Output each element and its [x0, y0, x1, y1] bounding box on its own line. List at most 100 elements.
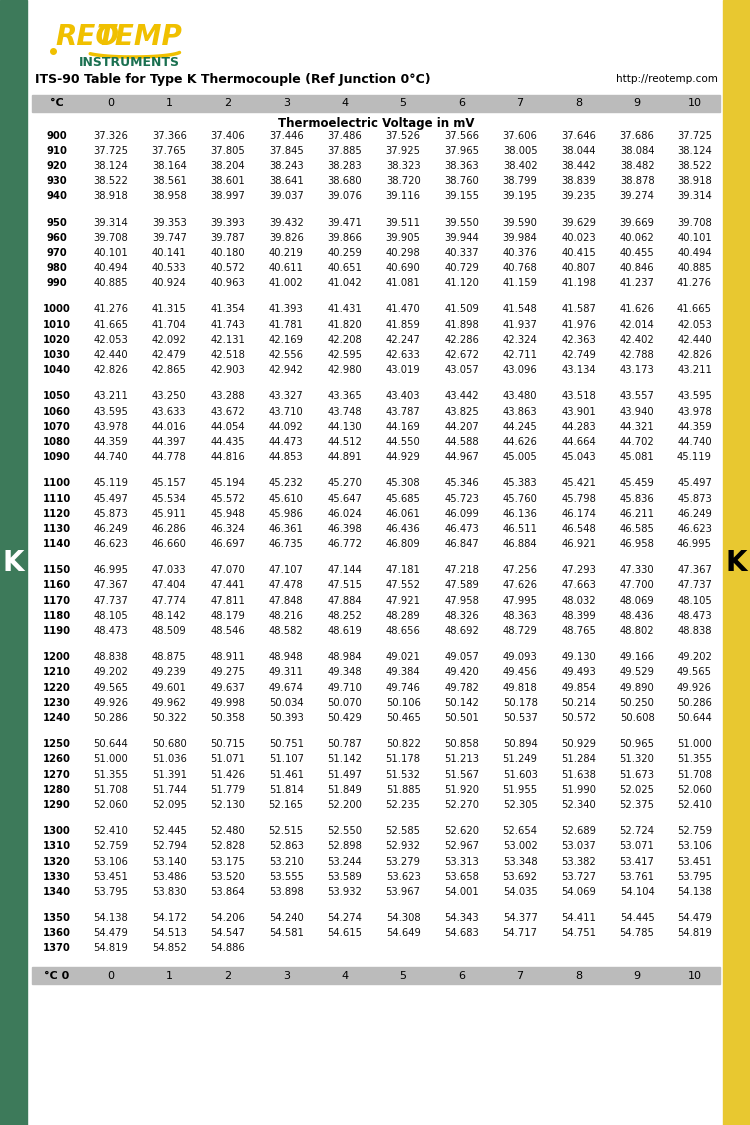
Text: 38.760: 38.760 [444, 177, 479, 186]
Text: 50.894: 50.894 [503, 739, 538, 749]
Text: 42.788: 42.788 [620, 350, 655, 360]
Text: 44.435: 44.435 [211, 436, 245, 447]
Text: 42.518: 42.518 [210, 350, 245, 360]
Text: 49.890: 49.890 [620, 683, 655, 693]
Text: 45.194: 45.194 [210, 478, 245, 488]
Text: 39.629: 39.629 [561, 217, 596, 227]
Text: 49.674: 49.674 [268, 683, 304, 693]
Text: 9: 9 [634, 99, 640, 108]
Text: 43.710: 43.710 [268, 406, 304, 416]
Text: 51.920: 51.920 [444, 785, 479, 794]
Text: 39.076: 39.076 [327, 191, 362, 201]
Text: 47.774: 47.774 [152, 595, 187, 605]
Text: 49.275: 49.275 [210, 667, 245, 677]
Text: 51.885: 51.885 [386, 785, 421, 794]
Text: 42.247: 42.247 [386, 335, 421, 345]
Text: 1080: 1080 [43, 436, 70, 447]
Text: 52.759: 52.759 [677, 826, 712, 836]
Text: 42.865: 42.865 [152, 366, 187, 376]
Text: 38.243: 38.243 [269, 161, 304, 171]
Text: 41.548: 41.548 [503, 305, 538, 315]
Text: 38.442: 38.442 [561, 161, 596, 171]
Text: 46.995: 46.995 [93, 565, 128, 575]
Text: 44.473: 44.473 [269, 436, 304, 447]
Text: 49.782: 49.782 [444, 683, 479, 693]
Text: 44.016: 44.016 [152, 422, 187, 432]
Text: 42.826: 42.826 [677, 350, 712, 360]
Text: 46.735: 46.735 [268, 539, 304, 549]
Text: 53.348: 53.348 [503, 856, 538, 866]
Text: 50.715: 50.715 [210, 739, 245, 749]
Text: 38.402: 38.402 [503, 161, 538, 171]
Text: 45.270: 45.270 [327, 478, 362, 488]
Text: 43.633: 43.633 [152, 406, 187, 416]
Text: 54.615: 54.615 [327, 928, 362, 938]
Text: 54.411: 54.411 [561, 914, 596, 922]
Text: 52.759: 52.759 [93, 842, 128, 852]
Text: 51.071: 51.071 [210, 755, 245, 764]
Text: 38.124: 38.124 [94, 161, 128, 171]
Text: 54.649: 54.649 [386, 928, 421, 938]
Text: 1170: 1170 [43, 595, 70, 605]
Text: 40.807: 40.807 [561, 263, 596, 273]
Text: 48.436: 48.436 [620, 611, 655, 621]
Text: 40.572: 40.572 [210, 263, 245, 273]
Text: 44.626: 44.626 [503, 436, 538, 447]
Text: 40.141: 40.141 [152, 248, 187, 258]
Text: 54.001: 54.001 [444, 886, 479, 897]
Text: 48.179: 48.179 [210, 611, 245, 621]
Text: 38.044: 38.044 [561, 146, 596, 155]
Text: 53.106: 53.106 [677, 842, 712, 852]
Text: 43.211: 43.211 [93, 392, 128, 402]
Text: 45.346: 45.346 [444, 478, 479, 488]
Text: 1160: 1160 [43, 580, 70, 591]
Text: 47.181: 47.181 [386, 565, 421, 575]
Text: 49.565: 49.565 [93, 683, 128, 693]
Text: 44.283: 44.283 [561, 422, 596, 432]
Text: 970: 970 [46, 248, 67, 258]
Text: 54.069: 54.069 [561, 886, 596, 897]
Text: 45.497: 45.497 [677, 478, 712, 488]
Text: 52.445: 52.445 [152, 826, 187, 836]
Text: 42.980: 42.980 [327, 366, 362, 376]
Text: 50.501: 50.501 [444, 713, 479, 723]
Text: 53.692: 53.692 [503, 872, 538, 882]
Text: 42.749: 42.749 [561, 350, 596, 360]
Text: 3: 3 [283, 971, 290, 981]
Text: 51.355: 51.355 [677, 755, 712, 764]
Text: 45.685: 45.685 [386, 494, 421, 504]
Text: 43.557: 43.557 [620, 392, 655, 402]
Text: 52.724: 52.724 [620, 826, 655, 836]
Text: 10: 10 [688, 971, 701, 981]
Text: 37.646: 37.646 [561, 130, 596, 141]
Text: 44.359: 44.359 [677, 422, 712, 432]
Text: 48.509: 48.509 [152, 627, 187, 636]
Text: 44.245: 44.245 [503, 422, 538, 432]
Text: 52.410: 52.410 [93, 826, 128, 836]
Text: 37.566: 37.566 [444, 130, 479, 141]
Text: 39.314: 39.314 [677, 191, 712, 201]
Text: 53.071: 53.071 [620, 842, 655, 852]
Text: 43.442: 43.442 [444, 392, 479, 402]
Text: 48.326: 48.326 [444, 611, 479, 621]
Text: 48.399: 48.399 [561, 611, 596, 621]
Text: 46.585: 46.585 [620, 524, 655, 534]
Text: 40.101: 40.101 [94, 248, 128, 258]
Text: 40.533: 40.533 [152, 263, 187, 273]
Text: 53.210: 53.210 [268, 856, 304, 866]
Text: 37.326: 37.326 [93, 130, 128, 141]
Text: 41.509: 41.509 [444, 305, 479, 315]
Text: 47.737: 47.737 [677, 580, 712, 591]
Text: 47.367: 47.367 [677, 565, 712, 575]
Text: 54.104: 54.104 [620, 886, 655, 897]
Text: 44.702: 44.702 [620, 436, 655, 447]
Text: 910: 910 [46, 146, 68, 155]
Text: 51.000: 51.000 [94, 755, 128, 764]
Text: 49.202: 49.202 [93, 667, 128, 677]
Text: 39.274: 39.274 [620, 191, 655, 201]
Bar [32, 968, 720, 984]
Text: 53.864: 53.864 [210, 886, 245, 897]
Text: 37.765: 37.765 [152, 146, 187, 155]
Text: 46.511: 46.511 [503, 524, 538, 534]
Text: 1340: 1340 [43, 886, 70, 897]
